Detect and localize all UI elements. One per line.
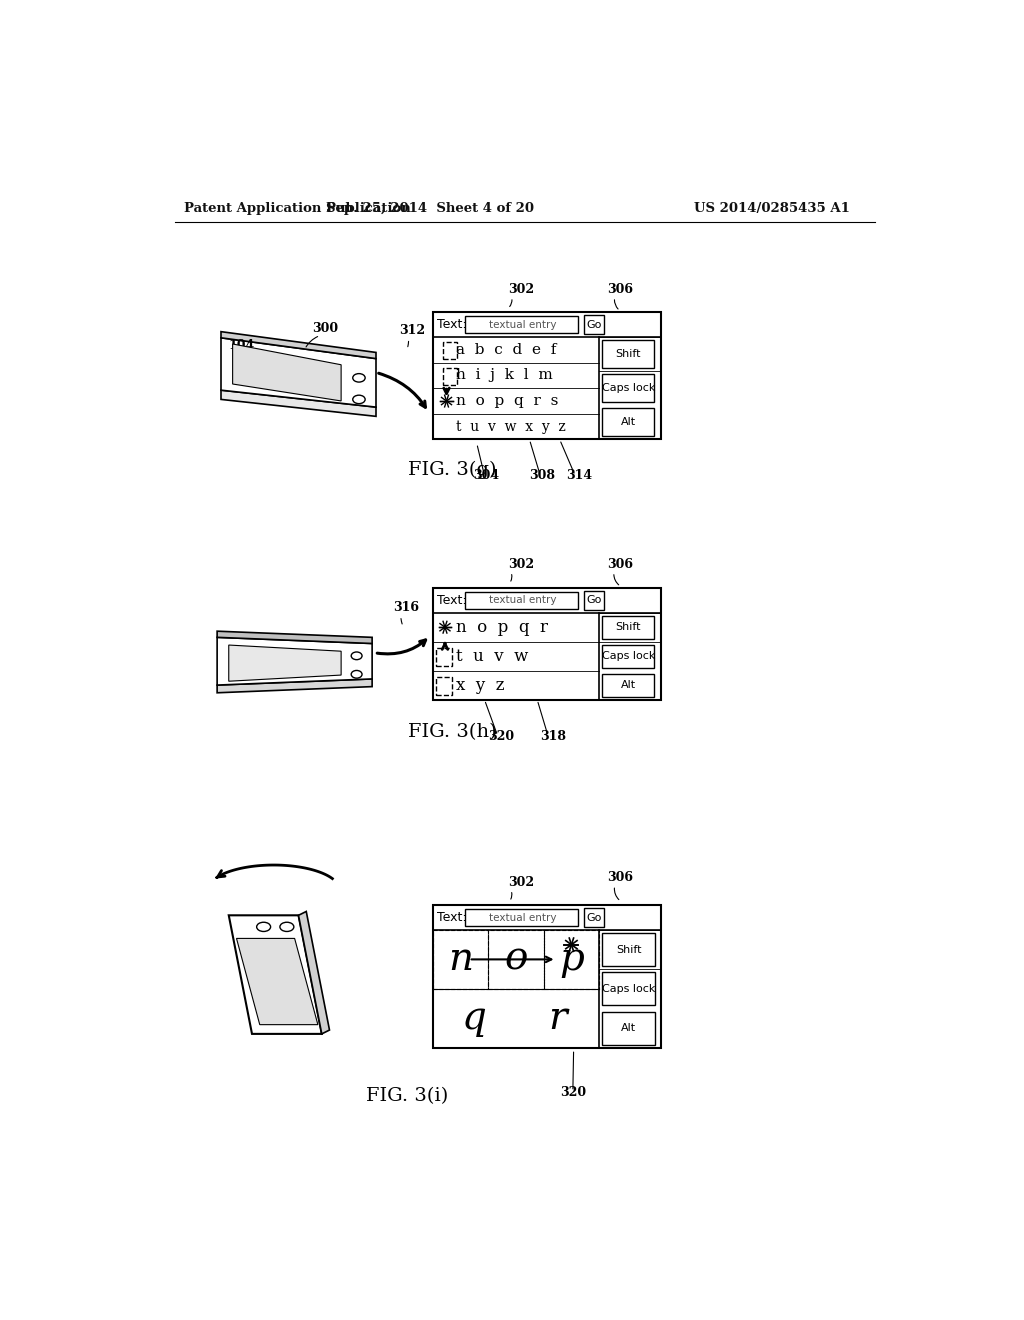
Text: Alt: Alt (621, 417, 636, 428)
Bar (432, 906, 662, 1048)
Bar (602, 1011, 655, 1044)
Text: 302: 302 (508, 558, 534, 572)
Text: n: n (447, 941, 473, 978)
Text: 306: 306 (607, 284, 633, 296)
Text: 316: 316 (393, 601, 419, 614)
Bar (465, 909, 578, 927)
Polygon shape (221, 391, 376, 416)
Text: h  i  j  k  l  m: h i j k l m (456, 368, 553, 383)
Bar (602, 375, 654, 403)
Text: Sep. 25, 2014  Sheet 4 of 20: Sep. 25, 2014 Sheet 4 of 20 (327, 202, 535, 215)
Text: n  o  p  q  r: n o p q r (456, 619, 548, 636)
Text: Patent Application Publication: Patent Application Publication (183, 202, 411, 215)
Bar (602, 408, 654, 437)
Bar (432, 313, 662, 440)
Ellipse shape (351, 671, 362, 678)
Ellipse shape (352, 395, 366, 404)
Text: 320: 320 (560, 1086, 586, 1100)
Text: n  o  p  q  r  s: n o p q r s (456, 395, 558, 408)
Text: Shift: Shift (615, 622, 641, 632)
Text: o: o (504, 941, 527, 978)
Bar (436, 648, 452, 667)
Text: 300: 300 (312, 322, 339, 335)
Ellipse shape (280, 923, 294, 932)
Bar (602, 933, 655, 966)
Bar (602, 673, 654, 697)
Text: textual entry: textual entry (488, 912, 556, 923)
Polygon shape (228, 645, 341, 681)
Text: x  y  z: x y z (456, 677, 505, 694)
Polygon shape (221, 338, 376, 407)
Text: 306: 306 (607, 871, 633, 883)
Text: Alt: Alt (621, 680, 636, 690)
Polygon shape (232, 345, 341, 401)
Ellipse shape (352, 374, 366, 381)
Text: 302: 302 (508, 876, 534, 890)
Bar (602, 644, 654, 668)
Text: Caps lock: Caps lock (602, 983, 655, 994)
Bar (443, 342, 458, 359)
Polygon shape (237, 939, 317, 1024)
Text: Go: Go (586, 912, 601, 923)
Ellipse shape (351, 652, 362, 660)
Text: 314: 314 (566, 469, 592, 482)
Bar (544, 929, 599, 989)
Bar (488, 929, 544, 989)
Bar (432, 929, 488, 989)
Text: 302: 302 (508, 284, 534, 296)
Text: 306: 306 (607, 558, 633, 572)
Bar (584, 315, 604, 334)
Text: Caps lock: Caps lock (601, 383, 655, 393)
Bar (602, 973, 655, 1006)
Text: 308: 308 (529, 469, 556, 482)
Text: 318: 318 (540, 730, 565, 743)
Bar (443, 368, 458, 384)
Text: US 2014/0285435 A1: US 2014/0285435 A1 (693, 202, 850, 215)
Text: FIG. 3(g): FIG. 3(g) (408, 461, 497, 479)
Text: t  u  v  w  x  y  z: t u v w x y z (456, 420, 565, 434)
Polygon shape (217, 631, 372, 644)
Text: FIG. 3(h): FIG. 3(h) (408, 723, 497, 741)
Text: Text:: Text: (437, 594, 467, 607)
Text: Text:: Text: (437, 911, 467, 924)
Text: Shift: Shift (615, 945, 641, 954)
Text: 304: 304 (473, 469, 499, 482)
Text: Text:: Text: (437, 318, 467, 331)
Bar (432, 589, 662, 700)
Text: 312: 312 (399, 323, 425, 337)
Text: p: p (559, 941, 584, 978)
Bar (436, 677, 452, 696)
Text: 320: 320 (488, 730, 515, 743)
Text: textual entry: textual entry (488, 595, 556, 606)
Text: Go: Go (586, 319, 601, 330)
Bar (465, 317, 578, 333)
Polygon shape (217, 678, 372, 693)
Text: Caps lock: Caps lock (601, 651, 655, 661)
Bar (584, 591, 604, 610)
Polygon shape (228, 915, 322, 1034)
Polygon shape (217, 638, 372, 685)
Bar (584, 908, 604, 927)
Text: 104: 104 (228, 339, 255, 352)
Text: r: r (548, 999, 567, 1036)
Polygon shape (299, 911, 330, 1034)
Bar (602, 616, 654, 639)
Text: FIG. 3(i): FIG. 3(i) (366, 1088, 449, 1105)
Text: textual entry: textual entry (488, 319, 556, 330)
Text: Shift: Shift (615, 348, 641, 359)
Text: Alt: Alt (622, 1023, 636, 1034)
Ellipse shape (257, 923, 270, 932)
Text: t  u  v  w: t u v w (456, 648, 528, 665)
Text: a  b  c  d  e  f: a b c d e f (456, 343, 556, 356)
Text: q: q (462, 999, 486, 1036)
Text: Go: Go (586, 595, 601, 606)
Bar (465, 591, 578, 609)
Polygon shape (221, 331, 376, 359)
Bar (602, 341, 654, 368)
